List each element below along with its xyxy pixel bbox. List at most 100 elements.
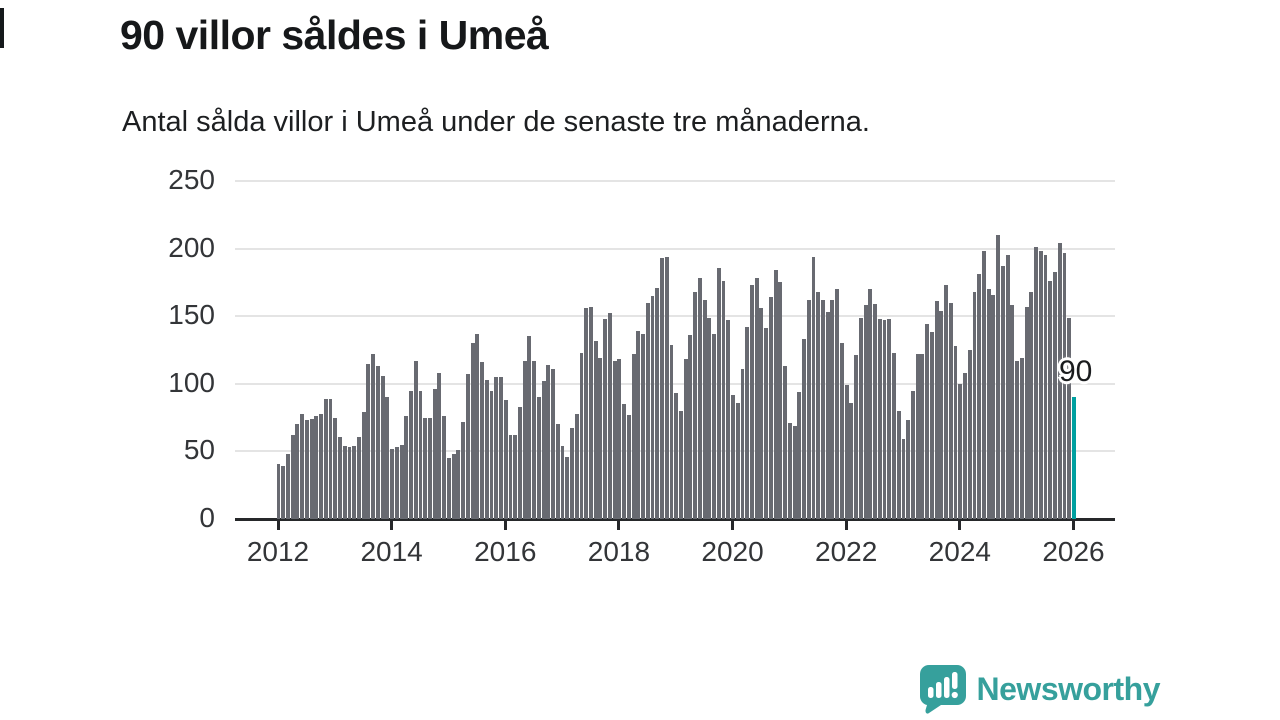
bar xyxy=(896,410,901,519)
bar xyxy=(934,301,939,519)
bar xyxy=(660,258,664,519)
bar xyxy=(844,385,849,519)
bar xyxy=(835,289,840,519)
bar xyxy=(868,289,873,519)
bar xyxy=(754,278,759,519)
x-axis-line xyxy=(235,517,1115,521)
bar xyxy=(773,270,778,519)
bar xyxy=(437,372,442,519)
gridline xyxy=(235,315,1115,318)
bar xyxy=(451,454,456,519)
bar xyxy=(375,366,380,519)
bar xyxy=(361,412,366,519)
bar xyxy=(1043,255,1048,519)
bar xyxy=(811,256,816,519)
bar xyxy=(702,299,707,519)
bar xyxy=(584,308,589,519)
bar xyxy=(281,466,286,519)
bar xyxy=(442,416,447,519)
bar xyxy=(555,424,560,519)
bar xyxy=(300,413,305,519)
bar xyxy=(285,454,290,519)
chart-speech-bubble-icon xyxy=(919,665,966,714)
bar xyxy=(1048,281,1053,519)
bar xyxy=(726,320,731,519)
bar xyxy=(423,417,428,519)
bar xyxy=(887,318,892,519)
bar xyxy=(910,390,915,519)
gridline xyxy=(235,180,1115,182)
bar xyxy=(409,390,413,519)
bar xyxy=(418,390,423,519)
bar xyxy=(342,445,347,519)
bar xyxy=(953,345,958,519)
bar xyxy=(986,289,991,519)
bar xyxy=(778,282,783,519)
bar xyxy=(655,287,660,519)
bar xyxy=(825,312,830,519)
bar xyxy=(328,398,333,519)
y-axis-tick-label: 100 xyxy=(168,366,215,398)
bar xyxy=(551,368,556,519)
bar xyxy=(626,414,631,519)
bar xyxy=(641,333,645,519)
x-axis-tick xyxy=(958,520,962,530)
bar xyxy=(863,305,868,519)
y-axis-tick-label: 150 xyxy=(168,299,215,331)
bar xyxy=(688,335,693,519)
bar xyxy=(745,327,750,519)
brand-logo: Newsworthy xyxy=(919,664,1161,714)
bar xyxy=(276,463,281,519)
gridline xyxy=(235,247,1115,250)
bar xyxy=(948,302,953,519)
bar xyxy=(1024,306,1029,519)
bar xyxy=(461,421,466,519)
bar xyxy=(1067,317,1072,519)
bar xyxy=(579,352,584,519)
bar xyxy=(631,354,636,519)
bar xyxy=(470,343,475,519)
bar xyxy=(390,448,395,519)
bar xyxy=(792,425,797,519)
bar xyxy=(323,398,328,519)
bar xyxy=(697,278,702,519)
x-axis-tick xyxy=(844,520,848,530)
bar xyxy=(636,331,641,519)
bar xyxy=(612,360,617,519)
x-axis-tick-label: 2014 xyxy=(360,536,423,567)
bar xyxy=(967,350,972,519)
bar xyxy=(750,285,754,519)
bar xyxy=(513,435,518,519)
bar xyxy=(598,358,603,519)
bar xyxy=(977,274,982,519)
bar xyxy=(740,368,745,519)
x-axis-tick-label: 2016 xyxy=(474,536,537,567)
bar xyxy=(546,364,551,519)
bar xyxy=(1000,266,1005,519)
bar xyxy=(783,366,788,519)
bar xyxy=(593,340,598,519)
bar xyxy=(759,308,764,519)
bar xyxy=(882,320,887,519)
bar xyxy=(465,374,470,519)
bar xyxy=(920,354,925,519)
bar xyxy=(380,375,385,519)
bar xyxy=(309,418,314,519)
bar xyxy=(925,324,930,519)
bar xyxy=(915,354,920,519)
last-value-annotation: 90 xyxy=(1059,355,1093,388)
bar xyxy=(517,406,522,519)
x-axis-tick-label: 2018 xyxy=(587,536,651,567)
bar xyxy=(712,333,716,519)
bar xyxy=(816,291,821,519)
bar xyxy=(413,360,418,519)
bar xyxy=(499,377,503,519)
y-axis-tick-label: 250 xyxy=(168,164,215,195)
bar xyxy=(664,256,669,519)
bar xyxy=(839,343,844,519)
bar xyxy=(319,413,323,519)
bar xyxy=(991,294,996,519)
gridline xyxy=(235,382,1115,385)
bar xyxy=(295,424,300,519)
